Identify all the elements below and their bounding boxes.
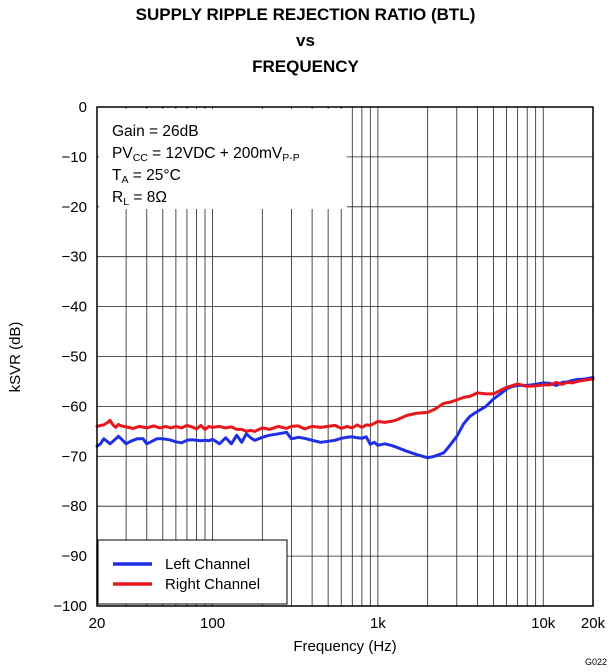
series-line-left-channel — [95, 376, 595, 460]
x-tick-label: 1k — [370, 615, 386, 632]
ta-text: T — [112, 167, 122, 184]
ta-subscript: A — [121, 174, 129, 186]
pvcc-subscript: CC — [132, 152, 148, 164]
y-tick-label: −90 — [62, 548, 87, 565]
pvcc-value: = 12VDC + 200mV — [147, 145, 283, 162]
legend-label: Left Channel — [165, 556, 250, 573]
conditions-box — [99, 109, 347, 209]
plot-frame — [96, 106, 594, 607]
pvcc-unit-subscript: P-P — [282, 152, 300, 164]
chart-title-line-1: SUPPLY RIPPLE REJECTION RATIO (BTL) — [135, 5, 476, 24]
y-tick-label: −20 — [62, 199, 87, 216]
y-tick-label: −60 — [62, 398, 87, 415]
figure-id: G022 — [584, 657, 607, 667]
condition-rl: RL = 8Ω — [112, 187, 167, 213]
y-tick-label: −80 — [62, 498, 87, 515]
y-tick-label: −30 — [62, 249, 87, 266]
pvcc-text: PV — [112, 145, 133, 162]
x-tick-label: 20 — [89, 615, 106, 632]
chart-title-line-3: FREQUENCY — [252, 57, 359, 76]
condition-gain: Gain = 26dB — [112, 123, 199, 140]
rl-subscript: L — [123, 196, 130, 208]
x-tick-label: 100 — [200, 615, 225, 632]
rl-text: R — [112, 189, 124, 206]
y-tick-label: −10 — [62, 149, 87, 166]
legend-label: Right Channel — [165, 576, 260, 593]
y-tick-label: −70 — [62, 448, 87, 465]
x-tick-label: 10k — [531, 615, 556, 632]
condition-ta: TA = 25°C — [112, 165, 181, 191]
x-tick-label: 20k — [581, 615, 606, 632]
chart-title-line-2: vs — [296, 31, 315, 50]
y-tick-label: 0 — [79, 99, 87, 116]
ta-value: = 25°C — [128, 167, 181, 184]
y-tick-label: −100 — [53, 598, 87, 615]
legend-box — [97, 539, 288, 605]
condition-pvcc: PVCC = 12VDC + 200mVP-P — [112, 143, 300, 169]
y-axis-label: kSVR (dB) — [7, 322, 24, 393]
rl-value: = 8Ω — [129, 189, 167, 206]
series-layer — [95, 376, 595, 460]
y-tick-label: −40 — [62, 299, 87, 316]
x-axis-label: Frequency (Hz) — [293, 638, 396, 655]
legend: Left Channel Right Channel — [113, 556, 260, 593]
y-tick-label: −50 — [62, 349, 87, 366]
series-line-right-channel — [95, 377, 595, 433]
